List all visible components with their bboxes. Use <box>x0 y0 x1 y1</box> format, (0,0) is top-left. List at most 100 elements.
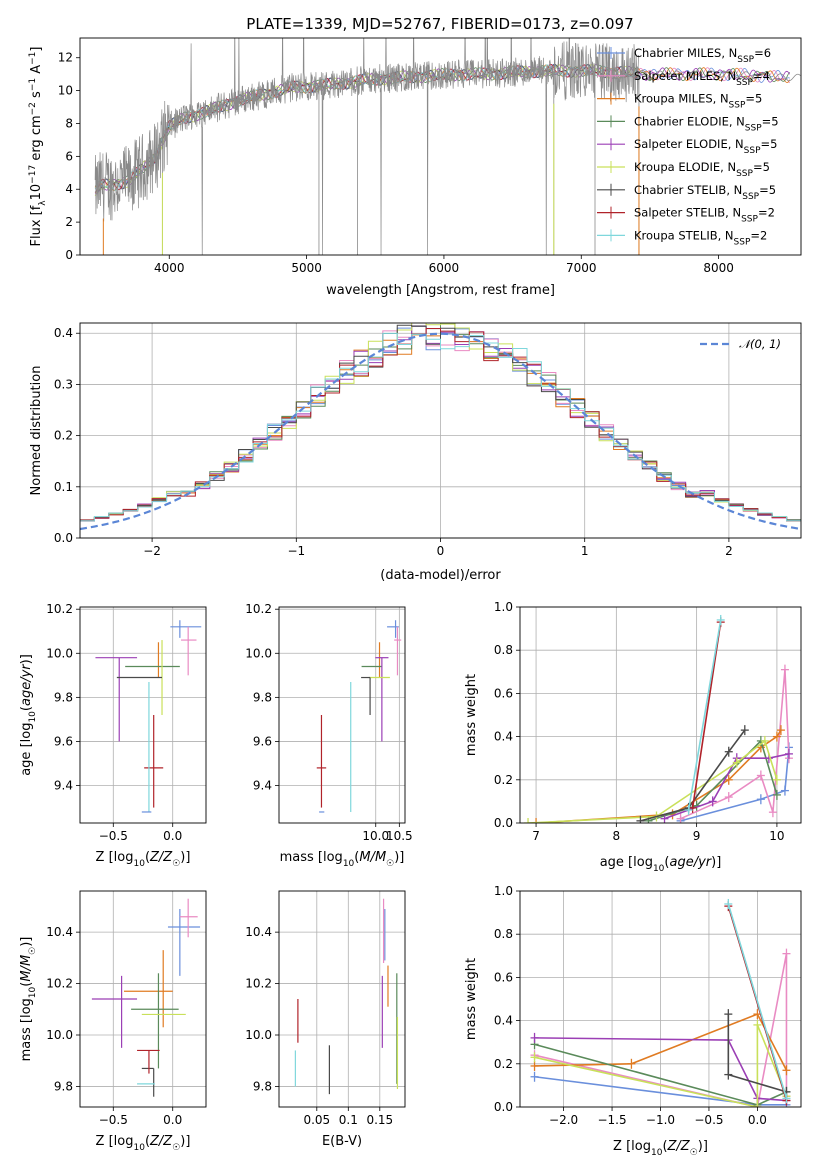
axes-mass_weight_vs_Z: −2.0 −1.5 −1.0 −0.5 0.0 0.0 0.2 0.4 0.6 0.8 1.0 Z [… <box>464 884 802 1158</box>
x-tick-label: 1 <box>581 544 589 558</box>
series-line <box>527 739 778 823</box>
y-tick-label: 0.8 <box>494 927 513 941</box>
x-tick-label: 0 <box>437 544 445 558</box>
x-tick-label: −0.5 <box>99 1113 128 1127</box>
x-axis-label: E(B-V) <box>322 1134 362 1149</box>
x-tick-label: 10.5 <box>386 829 413 843</box>
y-tick-label: 9.6 <box>253 734 272 748</box>
axes-mass_vs_ebv: 0.05 0.1 0.15 9.8 10.0 10.2 10.4 E(B-V) <box>245 890 406 1149</box>
x-tick-label: 0.0 <box>748 1113 767 1127</box>
legend-label: Salpeter MILES, NSSP=4 <box>634 69 770 88</box>
legend-label: Chabrier ELODIE, NSSP=5 <box>634 114 779 133</box>
x-tick-label: 9 <box>693 829 701 843</box>
series-line <box>691 622 722 808</box>
axes-frame <box>519 606 802 824</box>
y-tick-label: 0.2 <box>494 1057 513 1071</box>
y-tick-label: 0.2 <box>494 773 513 787</box>
y-tick-label: 10.0 <box>245 646 272 660</box>
x-axis-label: Z [log10(Z/Z☉)] <box>96 850 191 869</box>
legend-label: Kroupa STELIB, NSSP=2 <box>634 228 767 247</box>
y-tick-label: 0.8 <box>494 643 513 657</box>
series-line <box>534 1024 788 1107</box>
x-tick-label: 6000 <box>429 261 460 275</box>
series-line <box>727 903 788 1099</box>
axes-frame <box>278 890 406 1108</box>
y-tick-label: 0 <box>65 248 73 262</box>
x-tick-label: −1 <box>287 544 305 558</box>
normal-reference-curve <box>80 332 799 531</box>
y-axis-label: Normed distribution <box>29 366 44 496</box>
x-tick-label: 10.0 <box>362 829 389 843</box>
x-axis-label: age [log10(age/yr)] <box>600 855 722 874</box>
y-tick-label: 12 <box>58 51 73 65</box>
x-axis-label: wavelength [Angstrom, rest frame] <box>326 283 555 298</box>
y-tick-label: 0.4 <box>54 326 73 340</box>
x-tick-label: 4000 <box>154 261 185 275</box>
legend-label: Salpeter STELIB, NSSP=2 <box>634 206 775 225</box>
x-axis-label: mass [log10(M/M☉)] <box>280 850 405 869</box>
y-tick-label: 9.4 <box>253 779 272 793</box>
x-tick-label: −0.5 <box>99 829 128 843</box>
y-tick-label: 9.6 <box>54 734 73 748</box>
series-line <box>534 1037 787 1102</box>
y-tick-label: 9.8 <box>54 1079 73 1093</box>
axes-frame <box>79 890 207 1108</box>
y-tick-label: 0.1 <box>54 480 73 494</box>
legend-label: Kroupa MILES, NSSP=5 <box>634 92 762 111</box>
y-tick-label: 2 <box>65 215 73 229</box>
x-tick-label: 8 <box>613 829 621 843</box>
x-tick-label: −1.0 <box>646 1113 675 1127</box>
axes-residuals: −2 −1 0 1 2 0.0 0.1 0.2 0.3 0.4 𝒩(0, 1) (data-model… <box>29 322 802 583</box>
x-tick-label: 2 <box>725 544 733 558</box>
y-tick-label: 9.8 <box>253 1079 272 1093</box>
y-tick-label: 4 <box>65 182 73 196</box>
axes-mass_vs_Z: −0.5 0.0 9.8 10.0 10.2 10.4 Z [log10(Z/Z☉)] mas… <box>19 890 207 1153</box>
y-tick-label: 10.2 <box>245 977 272 991</box>
y-tick-label: 10 <box>58 84 73 98</box>
x-tick-label: 10 <box>769 829 784 843</box>
y-tick-label: 0.6 <box>494 686 513 700</box>
y-axis-label: age [log10(age/yr)] <box>19 654 38 776</box>
legend-label: Salpeter ELODIE, NSSP=5 <box>634 137 777 156</box>
x-axis-label: Z [log10(Z/Z☉)] <box>613 1139 708 1158</box>
series-line <box>534 953 788 1107</box>
plot-area <box>91 898 201 1097</box>
y-axis-label: mass weight <box>464 674 479 756</box>
y-axis-label: Flux [fλ10−17 erg cm−2 s−1 A−1] <box>28 47 48 247</box>
axes-frame <box>79 37 802 256</box>
y-tick-label: 0.0 <box>494 1100 513 1114</box>
figure-title: PLATE=1339, MJD=52767, FIBERID=0173, z=0… <box>246 15 633 33</box>
y-tick-label: 8 <box>65 116 73 130</box>
series-line <box>680 669 790 820</box>
y-tick-label: 10.2 <box>46 977 73 991</box>
y-tick-label: 10.0 <box>46 1028 73 1042</box>
series-line <box>536 729 782 823</box>
observed-spectrum-line <box>94 38 640 255</box>
y-tick-label: 0.0 <box>54 531 73 545</box>
x-tick-label: −2 <box>143 544 161 558</box>
plot-area <box>94 38 801 255</box>
plot-area <box>530 898 791 1107</box>
legend-label: Chabrier STELIB, NSSP=5 <box>634 183 776 202</box>
x-tick-label: 0.0 <box>163 829 182 843</box>
x-tick-label: 0.05 <box>303 1113 330 1127</box>
y-axis-label: mass weight <box>464 958 479 1040</box>
y-tick-label: 10.4 <box>245 925 272 939</box>
y-tick-label: 10.0 <box>245 1028 272 1042</box>
axes-frame <box>278 606 406 824</box>
y-tick-label: 1.0 <box>494 884 513 898</box>
x-axis-label: (data-model)/error <box>380 568 501 583</box>
y-tick-label: 10.0 <box>46 646 73 660</box>
plot-area <box>316 620 402 813</box>
y-tick-label: 0.0 <box>494 816 513 830</box>
histogram-step <box>80 327 801 524</box>
y-tick-label: 10.2 <box>46 602 73 616</box>
y-tick-label: 10.4 <box>46 925 73 939</box>
y-tick-label: 0.4 <box>494 730 513 744</box>
x-tick-label: 0.15 <box>366 1113 393 1127</box>
plot-area <box>95 620 202 813</box>
y-tick-label: 10.2 <box>245 602 272 616</box>
legend: Chabrier MILES, NSSP=6 Salpeter MILES, NS… <box>597 46 779 247</box>
observed-spectrum-tail <box>638 70 801 82</box>
